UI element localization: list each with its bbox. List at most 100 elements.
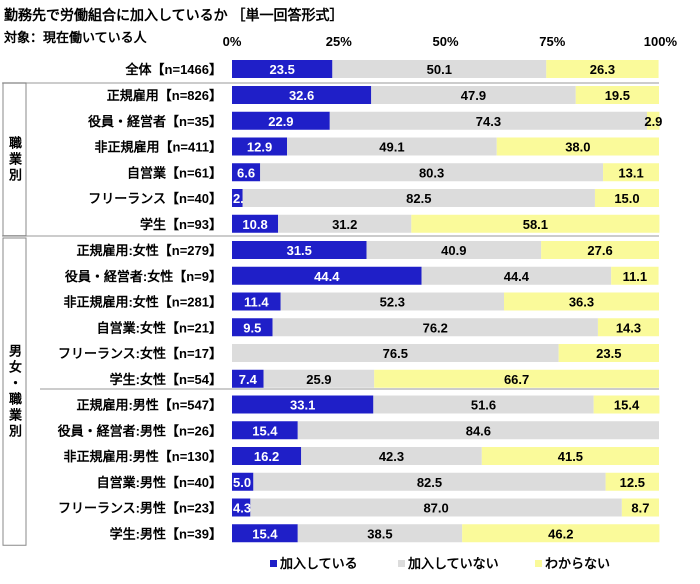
data-label: 22.9 — [268, 114, 293, 129]
legend-label: 加入している — [279, 556, 358, 571]
bar-row: 学生:女性【n=54】 7.4 25.9 66.7 — [110, 369, 659, 388]
bar-row: 非正規雇用:女性【n=281】 11.4 52.3 36.3 — [63, 292, 659, 311]
data-label: 32.6 — [289, 88, 314, 103]
category-label: 非正規雇用【n=411】 — [94, 140, 222, 155]
category-label: フリーランス:男性【n=23】 — [58, 501, 222, 516]
bar-segment-unknown — [541, 241, 659, 259]
data-label: 36.3 — [569, 295, 594, 310]
data-label: 41.5 — [558, 449, 583, 464]
bar-segment-joined — [232, 318, 273, 337]
group-label-occupation: 職業別 — [7, 135, 22, 184]
data-label: 8.7 — [631, 501, 649, 516]
bar-segment-unknown — [647, 111, 660, 130]
bar-segment-not-joined — [373, 395, 594, 414]
group-box — [2, 237, 27, 546]
bar-segment-unknown — [546, 60, 659, 78]
bar-segment-joined — [232, 395, 374, 414]
x-tick-label: 100% — [644, 34, 678, 49]
legend-label: わからない — [545, 556, 610, 571]
bar-segment-unknown — [411, 214, 660, 233]
bar-segment-unknown — [496, 137, 659, 156]
data-label: 33.1 — [290, 398, 315, 413]
data-label: 74.3 — [476, 114, 501, 129]
bar-row: 正規雇用:女性【n=279】 31.5 40.9 27.6 — [76, 241, 659, 259]
bar-segment-unknown — [558, 344, 659, 362]
category-label: 正規雇用:男性【n=547】 — [76, 398, 222, 413]
data-label: 13.1 — [618, 165, 643, 180]
data-label: 44.4 — [504, 269, 530, 284]
data-label: 46.2 — [548, 526, 573, 541]
bar-segment-joined — [232, 137, 288, 156]
data-label: 9.5 — [243, 320, 261, 335]
bar-segment-unknown — [611, 266, 659, 285]
data-label: 50.1 — [427, 62, 452, 77]
data-label: 52.3 — [380, 295, 405, 310]
data-label: 80.3 — [419, 165, 444, 180]
bar-segment-unknown — [621, 498, 659, 517]
data-label: 76.5 — [383, 346, 408, 361]
data-label: 38.0 — [565, 140, 590, 155]
bar-segment-not-joined — [242, 189, 595, 207]
category-label: 学生【n=93】 — [140, 217, 222, 232]
data-label: 23.5 — [596, 346, 621, 361]
bar-segment-unknown — [503, 292, 659, 311]
bar-segment-not-joined — [272, 318, 598, 337]
category-label: 非正規雇用:男性【n=130】 — [63, 449, 222, 464]
bar-segment-not-joined — [232, 344, 559, 362]
category-label: 自営業:男性【n=40】 — [97, 475, 222, 490]
bar-row: フリーランス【n=40】 2.5 82.5 15.0 — [88, 189, 659, 207]
data-label: 5.0 — [233, 475, 251, 490]
x-tick-label: 0% — [223, 34, 242, 49]
bar-segment-not-joined — [329, 111, 648, 130]
data-label: 87.0 — [423, 501, 448, 516]
bar-segment-joined — [232, 498, 251, 517]
data-label: 49.1 — [379, 140, 404, 155]
data-label: 7.4 — [239, 372, 258, 387]
bar-segment-unknown — [605, 472, 659, 491]
bar-row: 正規雇用【n=826】 32.6 47.9 19.5 — [107, 86, 659, 104]
data-label: 47.9 — [461, 88, 486, 103]
data-label: 31.5 — [287, 243, 312, 258]
bar-segment-not-joined — [250, 498, 622, 517]
data-label: 11.1 — [623, 269, 648, 284]
bar-segment-unknown — [593, 395, 660, 414]
data-label: 31.2 — [332, 217, 357, 232]
bar-segment-unknown — [597, 318, 659, 337]
chart-title: 勤務先で労働組合に加入しているか ［単一回答形式］ — [4, 7, 343, 23]
data-label: 2.9 — [644, 114, 662, 129]
bar-row: 学生:男性【n=39】 15.4 38.5 46.2 — [110, 524, 660, 543]
group-label-gender-occupation: 男女・職業別 — [7, 343, 22, 440]
bar-row: 役員・経営者:男性【n=26】 15.4 84.6 — [58, 421, 659, 440]
data-label: 76.2 — [423, 320, 448, 335]
category-label: 自営業【n=61】 — [127, 165, 222, 180]
bar-segment-joined — [232, 421, 298, 440]
data-label: 25.9 — [306, 372, 331, 387]
bar-row: 学生【n=93】 10.8 31.2 58.1 — [140, 214, 660, 233]
chart-subtitle: 対象：現在働いている人 — [3, 30, 148, 45]
bar-segment-joined — [232, 189, 243, 207]
data-label: 11.4 — [244, 295, 269, 310]
bar-segment-joined — [232, 369, 264, 388]
data-label: 16.2 — [254, 449, 279, 464]
bar-row: 非正規雇用【n=411】 12.9 49.1 38.0 — [94, 137, 659, 156]
data-label: 58.1 — [523, 217, 548, 232]
bar-segment-unknown — [481, 447, 659, 465]
data-label: 14.3 — [616, 320, 641, 335]
bar-segment-not-joined — [297, 421, 659, 440]
data-label: 51.6 — [471, 398, 496, 413]
data-label: 40.9 — [441, 243, 466, 258]
bar-segment-joined — [232, 163, 261, 182]
bar-segment-joined — [232, 86, 372, 104]
bar-segment-unknown — [374, 369, 659, 388]
bar-segment-joined — [232, 111, 330, 130]
legend-item: 加入している — [270, 556, 358, 571]
bar-segment-joined — [232, 266, 422, 285]
bar-segment-not-joined — [301, 447, 482, 465]
data-label: 15.0 — [614, 191, 639, 206]
bar-segment-joined — [232, 214, 279, 233]
group-box — [2, 82, 27, 237]
bar-segment-joined — [232, 60, 333, 78]
category-label: 学生:女性【n=54】 — [110, 372, 222, 387]
data-label: 84.6 — [466, 423, 491, 438]
